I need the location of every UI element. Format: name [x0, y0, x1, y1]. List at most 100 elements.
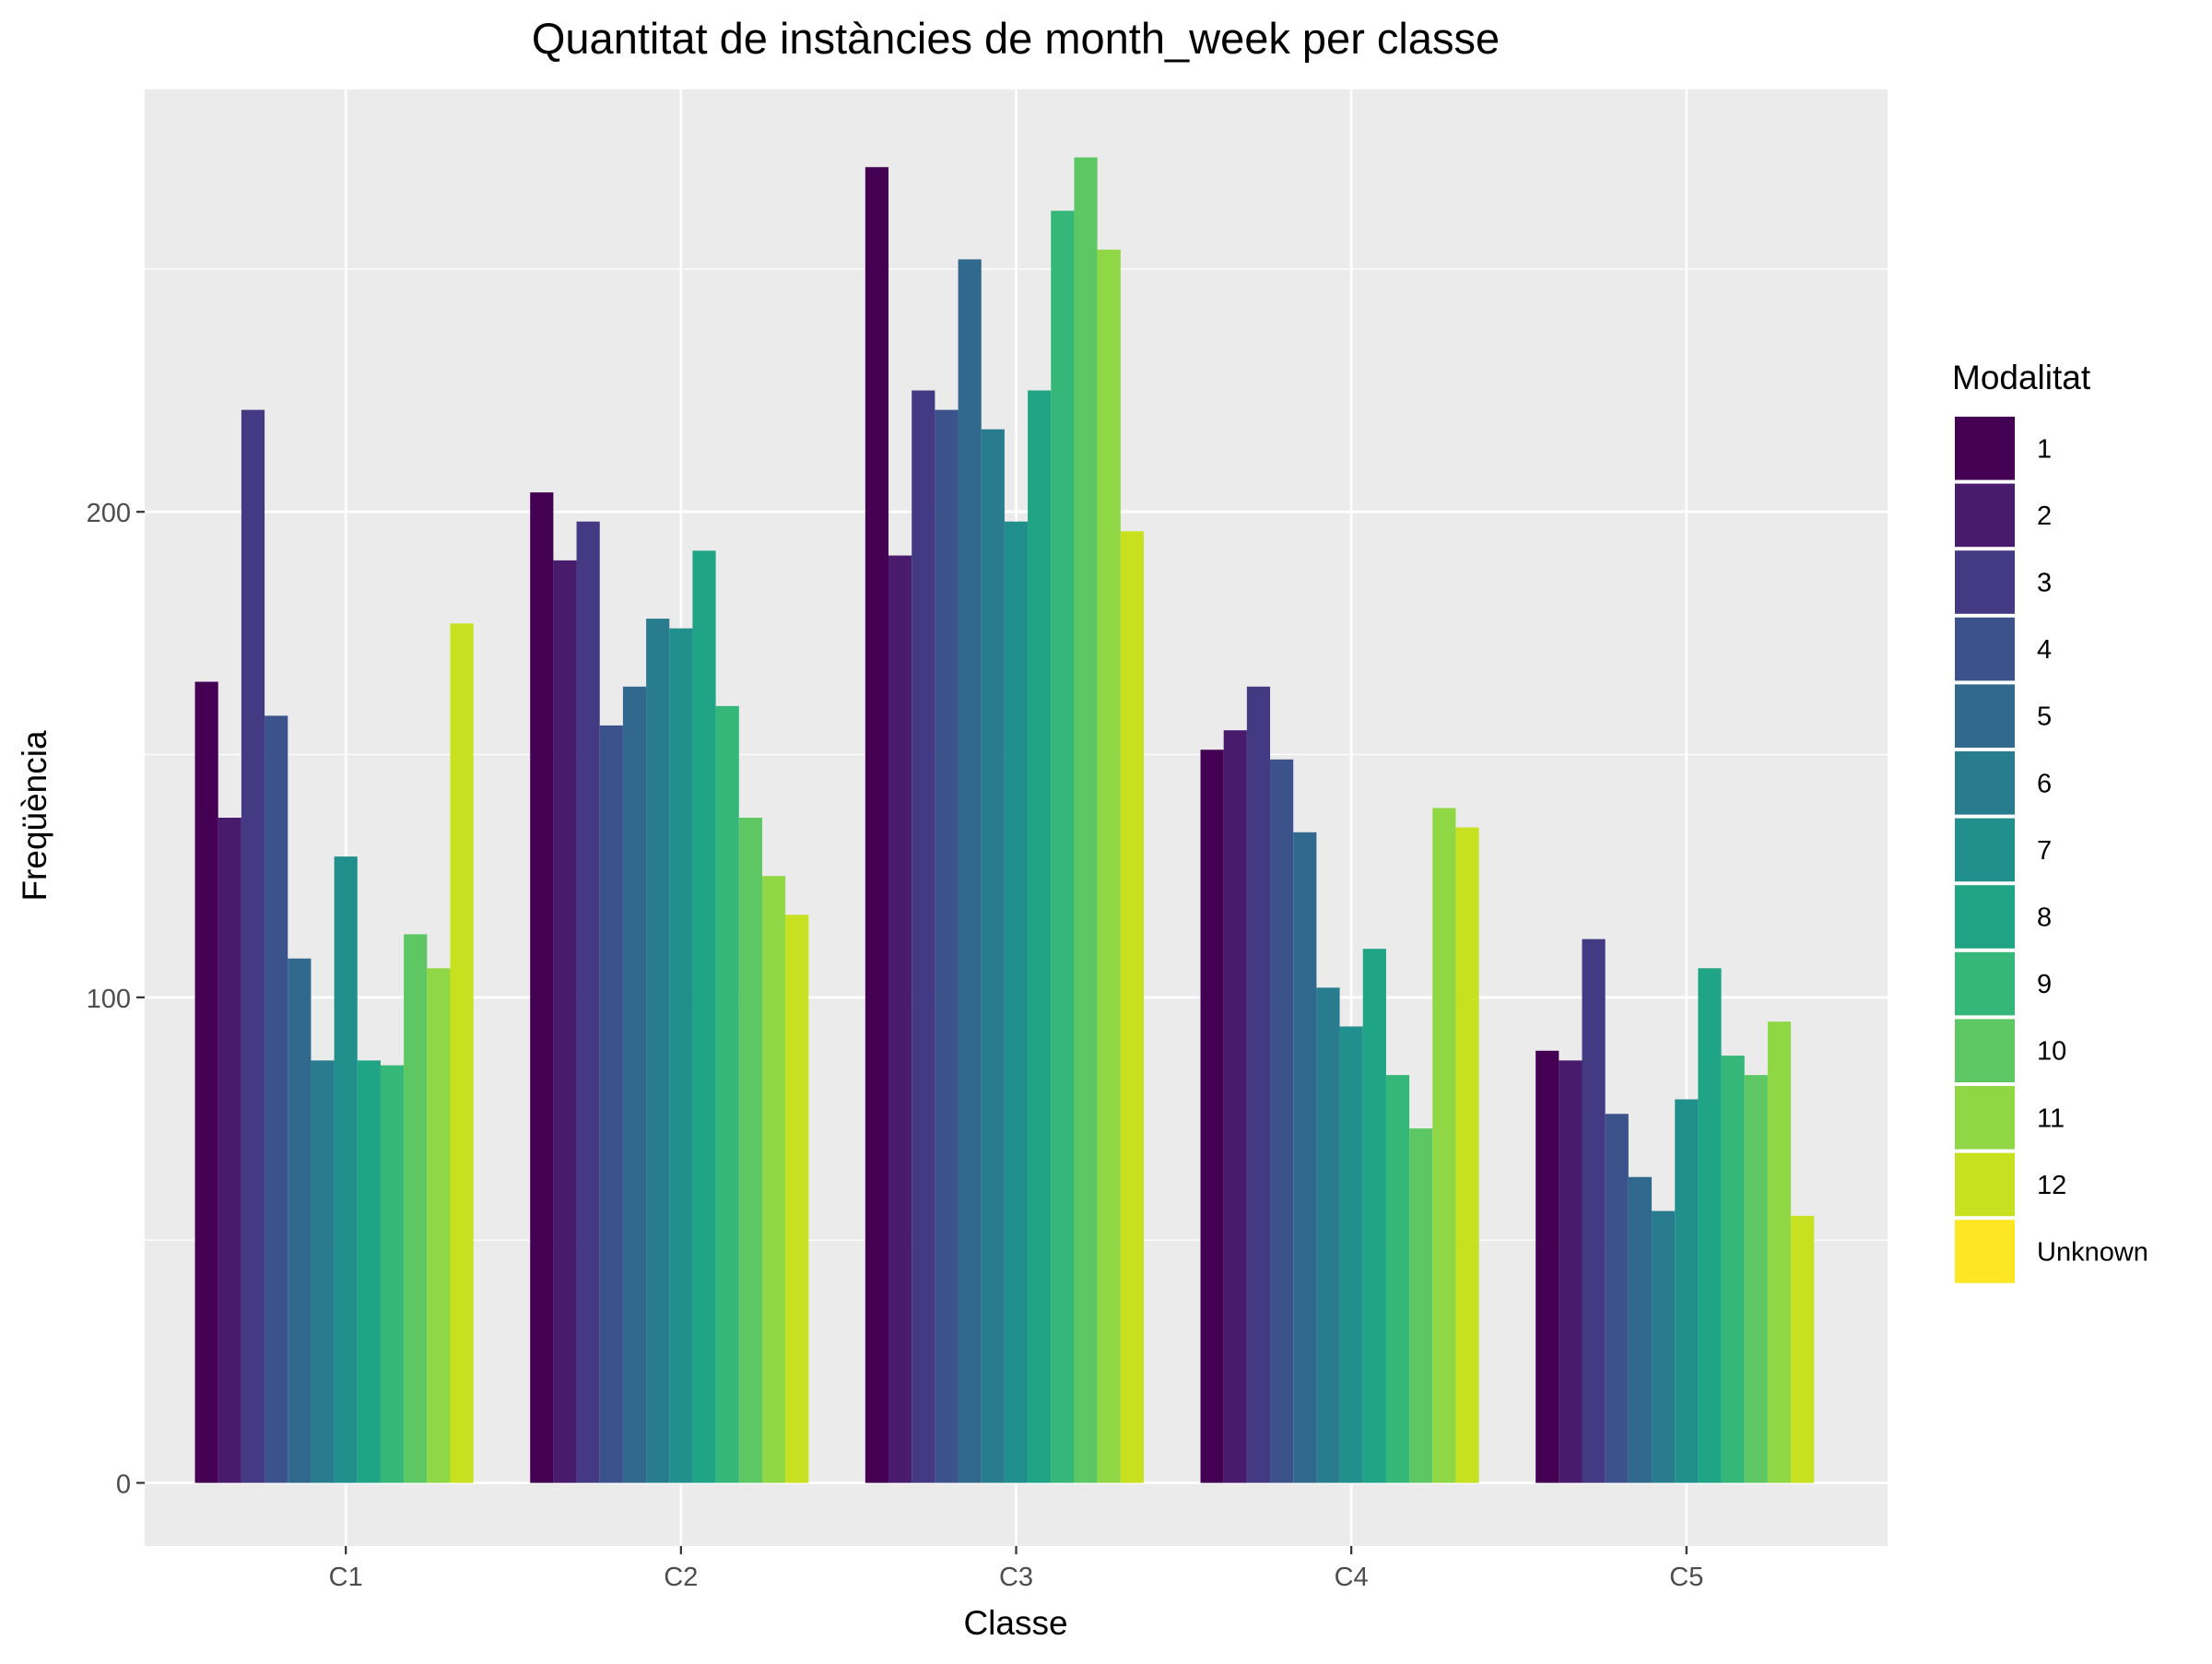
legend-key-12: [1953, 1151, 2017, 1219]
bar-C3-12: [1120, 531, 1144, 1483]
bar-C2-6: [646, 619, 670, 1483]
bar-C3-8: [1028, 390, 1052, 1483]
bar-C3-5: [958, 259, 982, 1483]
y-tick-label: 100: [87, 985, 131, 1014]
bar-C3-11: [1097, 249, 1121, 1483]
legend-label-1: 1: [2037, 434, 2052, 464]
bar-C1-4: [265, 715, 288, 1483]
bar-C2-9: [715, 705, 739, 1483]
bar-C4-12: [1455, 827, 1479, 1483]
legend-label-6: 6: [2037, 769, 2052, 798]
bar-C1-10: [404, 934, 428, 1483]
legend-key-6: [1953, 749, 2017, 817]
bar-C5-11: [1767, 1021, 1792, 1483]
bar-C4-10: [1409, 1128, 1433, 1483]
y-tick-label: 200: [87, 499, 131, 528]
x-tick-label: C3: [999, 1563, 1033, 1592]
bar-C4-4: [1270, 759, 1294, 1483]
legend-key-7: [1953, 816, 2017, 884]
legend-label-7: 7: [2037, 836, 2052, 866]
y-tick-label: 0: [116, 1470, 131, 1500]
x-tick-label: C5: [1669, 1563, 1703, 1592]
bar-C5-2: [1559, 1060, 1583, 1483]
legend-key-10: [1953, 1017, 2017, 1085]
bar-C2-8: [692, 550, 716, 1483]
bar-C2-5: [622, 686, 647, 1483]
bar-C1-6: [311, 1060, 335, 1483]
bar-C4-5: [1293, 832, 1317, 1483]
legend-key-Unknown: [1953, 1218, 2017, 1285]
legend-label-5: 5: [2037, 702, 2052, 732]
bar-C4-3: [1246, 686, 1271, 1483]
bar-C1-3: [241, 409, 265, 1483]
bar-C4-2: [1223, 730, 1247, 1483]
legend-key-3: [1953, 549, 2017, 616]
bar-C3-1: [865, 167, 889, 1483]
legend-key-4: [1953, 615, 2017, 683]
legend-key-11: [1953, 1084, 2017, 1151]
bar-C3-6: [981, 429, 1005, 1483]
bar-C2-4: [599, 725, 623, 1483]
legend-key-5: [1953, 682, 2017, 750]
bar-C5-3: [1582, 938, 1606, 1483]
legend-key-1: [1953, 415, 2017, 482]
bar-C4-1: [1200, 749, 1224, 1483]
legend-key-9: [1953, 950, 2017, 1018]
legend-label-8: 8: [2037, 903, 2052, 933]
bar-C1-1: [194, 681, 218, 1483]
bar-C1-7: [334, 856, 358, 1483]
bar-C3-7: [1004, 521, 1029, 1483]
y-axis-title: Freqüència: [16, 730, 53, 902]
x-tick-label: C2: [664, 1563, 698, 1592]
bar-C5-5: [1628, 1176, 1653, 1483]
bar-C1-8: [357, 1060, 381, 1483]
bar-C2-10: [738, 818, 762, 1483]
x-tick-label: C1: [329, 1563, 363, 1592]
bar-C3-10: [1074, 157, 1098, 1483]
bar-C4-8: [1362, 949, 1386, 1483]
bar-C4-9: [1385, 1075, 1410, 1483]
legend-label-10: 10: [2037, 1037, 2066, 1067]
bar-C2-1: [530, 492, 554, 1483]
legend-title: Modalitat: [1952, 359, 2091, 396]
bars-layer: [194, 157, 1815, 1483]
legend-key-2: [1953, 481, 2017, 549]
legend-label-4: 4: [2037, 635, 2052, 665]
bar-C1-11: [427, 968, 451, 1483]
bar-C1-5: [288, 958, 312, 1483]
legend-label-9: 9: [2037, 970, 2052, 999]
bar-C5-12: [1791, 1215, 1815, 1483]
bar-C1-9: [380, 1065, 405, 1483]
y-axis: 0 100 200: [87, 499, 145, 1500]
bar-C5-9: [1721, 1056, 1745, 1483]
x-axis-title: Classe: [963, 1604, 1067, 1642]
bar-C5-7: [1675, 1099, 1699, 1483]
chart-title: Quantitat de instàncies de month_week pe…: [532, 14, 1500, 63]
legend-label-3: 3: [2037, 569, 2052, 598]
bar-C3-9: [1051, 210, 1075, 1483]
bar-C4-6: [1316, 987, 1340, 1483]
bar-C1-2: [218, 818, 241, 1483]
bar-C5-4: [1605, 1114, 1629, 1483]
bar-C4-11: [1432, 808, 1456, 1483]
legend-label-2: 2: [2037, 502, 2052, 531]
bar-C3-4: [935, 409, 959, 1483]
x-axis: C1 C2 C3 C4 C5: [329, 1546, 1703, 1592]
bar-C4-7: [1339, 1026, 1363, 1483]
bar-C5-8: [1698, 968, 1722, 1483]
bar-C3-2: [888, 555, 912, 1483]
bar-C1-12: [450, 623, 474, 1483]
x-tick-label: C4: [1335, 1563, 1369, 1592]
legend-label-Unknown: Unknown: [2037, 1238, 2148, 1268]
bar-C5-1: [1535, 1050, 1559, 1483]
bar-C5-10: [1744, 1075, 1768, 1483]
legend-label-11: 11: [2037, 1103, 2065, 1133]
bar-C2-12: [785, 915, 809, 1483]
bar-C5-6: [1652, 1210, 1676, 1483]
bar-C3-3: [912, 390, 935, 1483]
legend-key-8: [1953, 883, 2017, 950]
